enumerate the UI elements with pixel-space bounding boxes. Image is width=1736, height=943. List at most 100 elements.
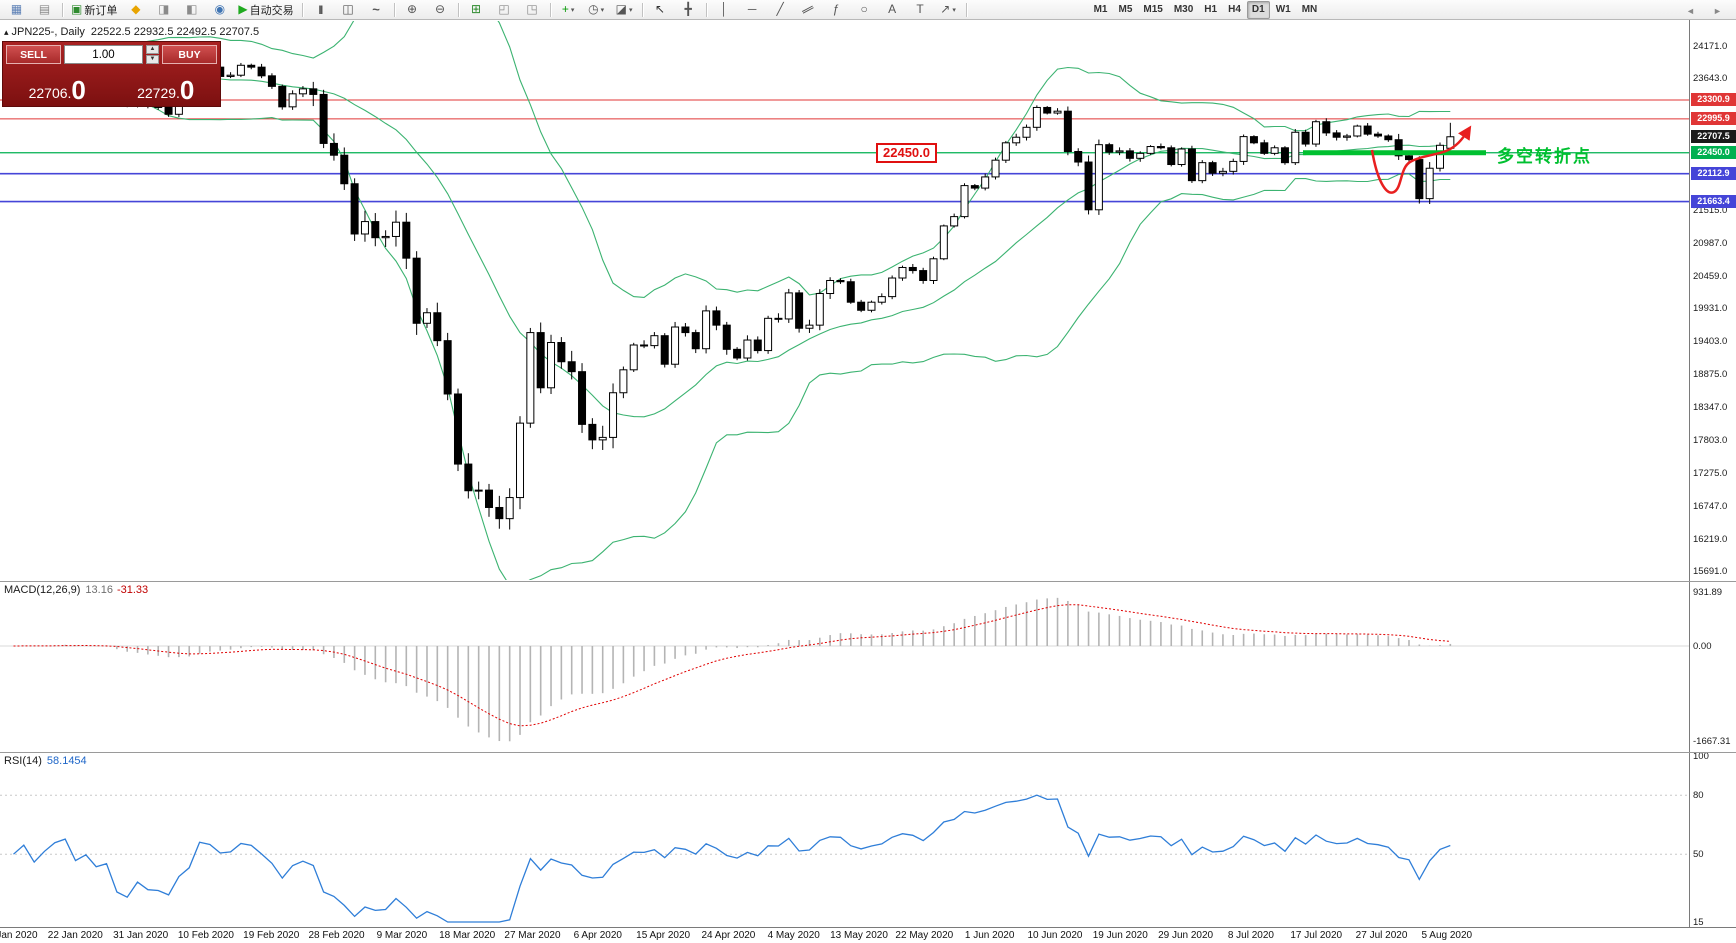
new-order-button[interactable]: ▣ 新订单 — [67, 0, 121, 19]
text-icon: A — [888, 2, 897, 16]
text-button[interactable]: A — [879, 0, 906, 19]
candlestick-button[interactable]: ◫ — [335, 0, 362, 19]
candle-up — [877, 296, 886, 303]
bar-chart-button[interactable]: ||| — [307, 0, 334, 19]
sell-button[interactable]: SELL — [6, 45, 61, 64]
timeframe-h1[interactable]: H1 — [1204, 3, 1218, 15]
market-button[interactable]: ◆ — [122, 0, 149, 19]
arrange-windows-button[interactable]: ◳ — [519, 0, 546, 19]
price-level-label[interactable]: 22450.0 — [876, 143, 937, 163]
date-label: 6 Apr 2020 — [573, 930, 622, 941]
buy-price[interactable]: 22729. 0 — [112, 65, 221, 105]
timeframe-m5[interactable]: M5 — [1118, 3, 1133, 15]
arrows-button[interactable]: ↗ ▾ — [935, 0, 962, 19]
candle-down — [536, 332, 545, 389]
date-label: 29 Jun 2020 — [1158, 930, 1214, 941]
volume-down-icon[interactable]: ▼ — [146, 55, 159, 64]
periods-button[interactable]: ◷ ▾ — [583, 0, 610, 19]
candle-down — [1280, 147, 1289, 164]
templates-button[interactable]: ◪ ▾ — [611, 0, 638, 19]
one-click-toggle-icon[interactable]: ▴ — [4, 27, 9, 37]
rsi-layer — [0, 794, 1689, 923]
price-tick: 21515.0 — [1693, 205, 1728, 217]
candle-down — [257, 66, 266, 77]
bollinger-middle-line — [13, 63, 1451, 418]
toolbar-separator — [549, 2, 551, 17]
new-chart-button[interactable]: ▦ — [3, 0, 30, 19]
trend-arrow-annotation[interactable] — [1370, 125, 1472, 194]
candles-layer — [9, 49, 1455, 530]
candle-up — [1001, 142, 1010, 161]
candle-up — [1022, 126, 1031, 138]
sell-price[interactable]: 22706. 0 — [3, 65, 112, 105]
scroll-left-button[interactable]: ◄ — [1677, 2, 1704, 21]
candle-down — [278, 85, 287, 108]
candle-down — [164, 106, 173, 115]
data-window-button[interactable]: ◧ — [178, 0, 205, 19]
macd-main-value: 13.16 — [85, 584, 113, 596]
rsi-name: RSI(14) — [4, 755, 42, 767]
candle-down — [753, 339, 762, 352]
timeframe-m15[interactable]: M15 — [1143, 3, 1163, 15]
market-icon: ◆ — [131, 2, 141, 16]
trendline-icon: ╱ — [776, 2, 784, 16]
candle-up — [650, 335, 659, 347]
cn-annotation[interactable]: 多空转折点 — [1497, 147, 1592, 166]
timeframe-w1[interactable]: W1 — [1275, 3, 1291, 15]
scroll-right-icon: ► — [1713, 6, 1722, 16]
shapes-button[interactable]: ○ — [851, 0, 878, 19]
zoom-out-button[interactable]: ⊖ — [427, 0, 454, 19]
candle-down — [846, 281, 855, 303]
cursor-button[interactable]: ↖ — [647, 0, 674, 19]
vertical-line-button[interactable]: │ — [711, 0, 738, 19]
dropdown-caret-icon: ▾ — [952, 6, 956, 14]
candle-up — [784, 292, 793, 320]
web-terminal-button[interactable]: ◉ — [206, 0, 233, 19]
indicators-button[interactable]: + ▾ — [555, 0, 582, 19]
timeframe-d1[interactable]: D1 — [1246, 0, 1270, 19]
horizontal-line-button[interactable]: ─ — [739, 0, 766, 19]
chart-window-button[interactable]: ◨ — [150, 0, 177, 19]
candle-down — [453, 393, 462, 465]
candle-up — [1270, 147, 1279, 154]
timeframe-m30[interactable]: M30 — [1173, 3, 1194, 15]
price-axis[interactable]: 24171.0 23643.0 21515.0 20987.0 20459.0 19931… — [1689, 20, 1736, 927]
price-tick: 20459.0 — [1693, 270, 1728, 282]
candle-up — [381, 235, 390, 239]
support-band-annotation[interactable] — [1303, 150, 1486, 156]
trendline-button[interactable]: ╱ — [767, 0, 794, 19]
zoom-out-icon: ⊖ — [435, 2, 446, 16]
toolbar: ▦ ▤ ▣ 新订单 ◆ ◨ ◧ ◉ ▶ 自动交易 ||| ◫ ~ ⊕ ⊖ ⊞ ◰ ◳ + ▾ ◷ ▾ ◪ ▾ ↖ ╋ │ ─ ╱ ∥ ƒ ○ A… — [0, 0, 1736, 20]
channel-button[interactable]: ∥ — [795, 0, 822, 19]
rsi-panel-separator[interactable] — [0, 752, 1736, 753]
timeframe-mn[interactable]: MN — [1301, 3, 1318, 15]
candle-down — [578, 371, 587, 425]
candle-up — [516, 422, 525, 499]
volume-up-icon[interactable]: ▲ — [146, 45, 159, 54]
date-axis[interactable]: 13 Jan 2020 22 Jan 2020 31 Jan 2020 10 Feb … — [0, 927, 1736, 943]
timeframe-h4[interactable]: H4 — [1228, 3, 1241, 15]
cascade-windows-button[interactable]: ◰ — [491, 0, 518, 19]
crosshair-button[interactable]: ╋ — [675, 0, 702, 19]
line-chart-button[interactable]: ~ — [363, 0, 390, 19]
candle-down — [1187, 148, 1196, 182]
price-tick: 16747.0 — [1693, 500, 1728, 512]
volume-input[interactable] — [64, 45, 143, 64]
arrange-windows-icon: ◳ — [526, 2, 538, 16]
buy-button[interactable]: BUY — [162, 45, 217, 64]
timeframe-m1[interactable]: M1 — [1093, 3, 1108, 15]
macd-signal-line — [13, 604, 1451, 727]
auto-trading-button[interactable]: ▶ 自动交易 — [234, 0, 297, 19]
macd-panel-separator[interactable] — [0, 581, 1736, 582]
profiles-button[interactable]: ▤ — [31, 0, 58, 19]
label-button[interactable]: T — [907, 0, 934, 19]
fibonacci-button[interactable]: ƒ — [823, 0, 850, 19]
candle-up — [1198, 162, 1207, 182]
candle-up — [671, 326, 680, 365]
toolbar-overflow: ◄ ► — [1677, 2, 1731, 21]
tile-windows-button[interactable]: ⊞ — [463, 0, 490, 19]
candle-up — [960, 185, 969, 218]
scroll-right-button[interactable]: ► — [1704, 2, 1731, 21]
zoom-in-button[interactable]: ⊕ — [399, 0, 426, 19]
